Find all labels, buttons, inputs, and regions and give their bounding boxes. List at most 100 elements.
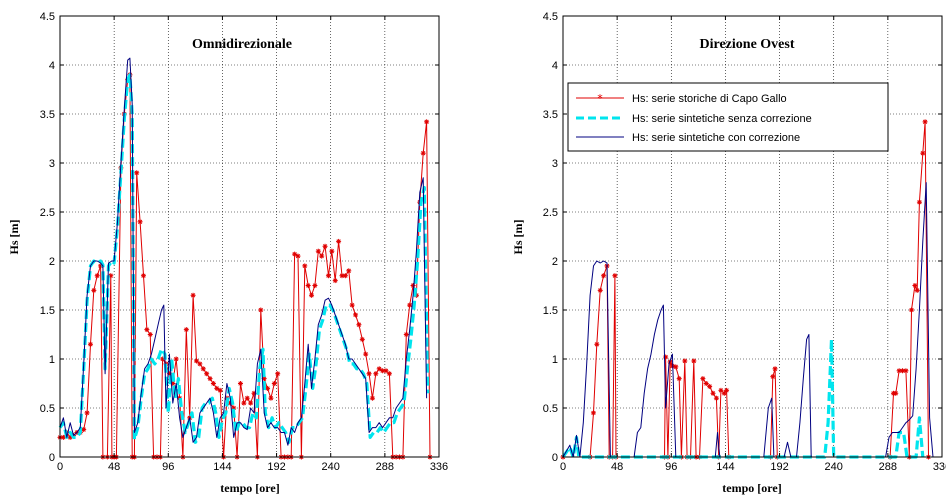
y-tick-label: 1.5 — [543, 305, 558, 317]
data-point-marker — [346, 268, 352, 274]
x-tick-label: 192 — [770, 461, 788, 473]
data-point-marker — [594, 341, 600, 347]
x-tick-label: 240 — [825, 461, 843, 473]
data-point-marker — [190, 292, 196, 298]
y-tick-label: 4.5 — [543, 11, 558, 23]
x-axis-label-left: tempo [ore] — [220, 481, 279, 495]
data-point-marker — [410, 283, 416, 288]
data-point-marker — [590, 410, 596, 416]
x-tick-label: 336 — [933, 461, 946, 473]
data-point-marker — [912, 283, 918, 288]
data-point-marker — [376, 366, 382, 372]
data-point-marker — [302, 263, 308, 269]
data-point-marker — [342, 273, 348, 279]
data-point-marker — [420, 150, 426, 156]
y-tick-label: 4 — [552, 60, 558, 72]
legend-marker-historical: * — [597, 92, 603, 105]
series-line-navy-thin-line — [59, 57, 428, 446]
data-point-marker — [356, 322, 362, 328]
data-point-marker — [134, 170, 140, 176]
axes-frame-left — [59, 15, 440, 458]
x-tick-label: 48 — [108, 461, 120, 473]
data-point-marker — [144, 327, 150, 333]
data-point-marker — [319, 253, 325, 259]
x-tick-label: 240 — [322, 461, 340, 473]
x-tick-label: 0 — [57, 461, 63, 473]
y-tick-label: 3 — [49, 158, 55, 170]
plot-area-right — [563, 16, 942, 457]
data-point-marker — [268, 395, 274, 401]
data-point-marker — [713, 395, 719, 401]
x-tick-label: 192 — [267, 461, 285, 473]
legend-label-historical: Hs: serie storiche di Capo Gallo — [632, 93, 787, 105]
data-point-marker — [359, 336, 365, 342]
data-point-marker — [271, 381, 277, 386]
chart-title-right: Direzione Ovest — [700, 37, 795, 52]
data-point-marker — [207, 376, 213, 382]
x-tick-label: 336 — [430, 461, 448, 473]
data-point-marker — [241, 400, 247, 406]
data-point-marker — [920, 150, 926, 156]
data-point-marker — [676, 376, 682, 382]
data-point-marker — [305, 283, 311, 288]
data-point-marker — [373, 371, 379, 377]
data-point-marker — [325, 273, 331, 279]
data-point-marker — [237, 381, 243, 386]
data-point-marker — [275, 371, 281, 377]
y-tick-label: 2 — [49, 256, 55, 268]
data-point-marker — [916, 199, 922, 205]
data-point-marker — [703, 381, 709, 386]
data-point-marker — [772, 366, 778, 372]
plot-area-left — [60, 16, 439, 457]
legend-label-uncorrected: Hs: serie sintetiche senza correzione — [632, 113, 812, 125]
data-point-marker — [424, 119, 430, 125]
data-point-marker — [315, 248, 321, 254]
data-point-marker — [369, 395, 375, 401]
data-point-marker — [914, 287, 920, 293]
data-point-marker — [673, 364, 679, 370]
data-point-marker — [663, 354, 669, 360]
y-tick-label: 0 — [49, 452, 55, 464]
data-point-marker — [700, 376, 706, 382]
legend-box — [567, 82, 889, 152]
y-axis-label-right: Hs [m] — [511, 220, 525, 255]
data-point-marker — [312, 283, 318, 288]
data-point-marker — [197, 361, 203, 367]
data-point-marker — [309, 292, 315, 298]
data-point-marker — [332, 278, 338, 284]
x-tick-label: 288 — [376, 461, 394, 473]
data-point-marker — [691, 358, 697, 364]
data-point-marker — [718, 387, 724, 393]
x-axis-label-right: tempo [ore] — [722, 481, 781, 495]
y-tick-label: 2.5 — [40, 207, 55, 219]
x-tick-label: 48 — [611, 461, 623, 473]
data-point-marker — [200, 366, 206, 372]
data-point-marker — [244, 395, 250, 401]
data-point-marker — [403, 332, 409, 337]
data-point-marker — [336, 238, 342, 244]
data-point-marker — [386, 371, 392, 377]
data-point-marker — [183, 327, 189, 333]
data-point-marker — [909, 307, 915, 313]
data-point-marker — [724, 387, 730, 393]
data-point-marker — [597, 287, 603, 293]
data-point-marker — [363, 351, 369, 357]
grid-left — [60, 16, 439, 457]
data-point-marker — [173, 356, 179, 362]
y-tick-label: 2.5 — [543, 207, 558, 219]
data-point-marker — [137, 219, 143, 225]
y-tick-label: 2 — [552, 256, 558, 268]
data-point-marker — [94, 273, 100, 279]
x-tick-label: 144 — [213, 461, 231, 473]
data-point-marker — [707, 383, 713, 389]
data-point-marker — [60, 434, 66, 440]
data-point-marker — [682, 358, 688, 364]
data-point-marker — [770, 374, 776, 380]
series-group-left — [57, 57, 433, 460]
y-tick-label: 0.5 — [40, 403, 55, 415]
x-tick-label: 144 — [716, 461, 734, 473]
data-point-marker — [710, 390, 716, 396]
data-point-marker — [193, 358, 199, 364]
data-point-marker — [147, 332, 153, 337]
